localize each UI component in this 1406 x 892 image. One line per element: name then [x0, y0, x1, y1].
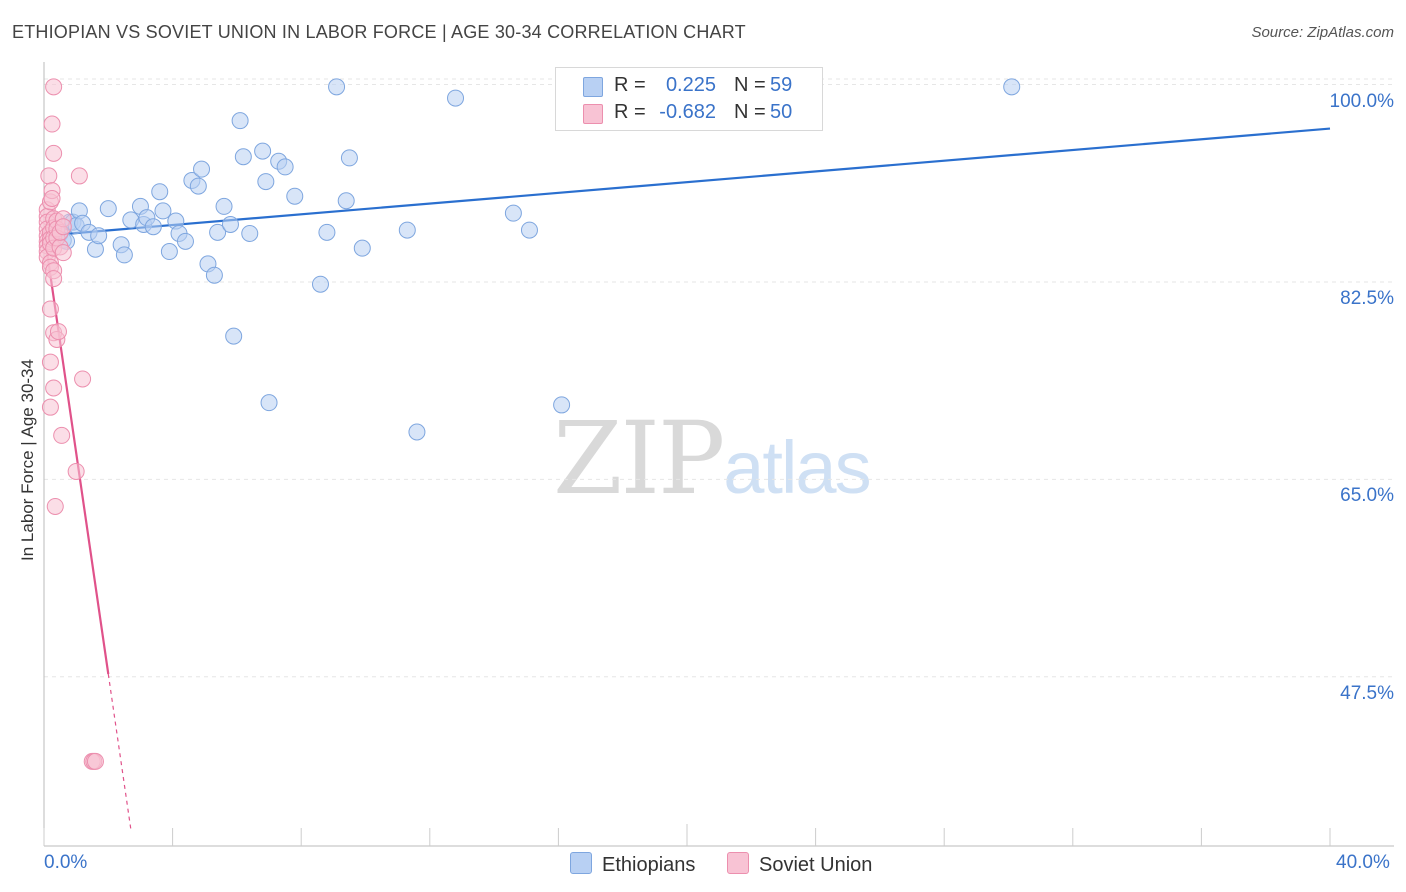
ethiopians-point	[447, 89, 465, 107]
ethiopians-point	[151, 183, 169, 201]
ethiopians-point	[193, 160, 211, 178]
trend-lines	[42, 127, 1331, 830]
soviet-union-swatch	[583, 104, 603, 124]
legend-label: Ethiopians	[602, 854, 696, 876]
soviet-union-point	[46, 497, 64, 515]
n-value: 59	[770, 74, 793, 96]
ethiopians-point	[553, 396, 571, 414]
n-label: N =	[734, 74, 766, 96]
ethiopians-point	[241, 224, 259, 242]
ethiopians-point	[276, 158, 294, 176]
ethiopians-point	[215, 197, 233, 215]
grid-lines	[44, 78, 1394, 678]
soviet-union-point	[53, 426, 71, 444]
soviet-union-point	[67, 462, 85, 480]
soviet-union-point	[74, 370, 92, 388]
soviet-union-point	[45, 144, 63, 162]
r-value: -0.682	[659, 101, 716, 123]
ethiopians-point	[160, 243, 178, 261]
ethiopians-point	[176, 232, 194, 250]
ethiopians-point	[398, 221, 416, 239]
ethiopians-point	[115, 246, 133, 264]
soviet-union-point	[41, 300, 59, 318]
n-value: 50	[770, 101, 793, 123]
ethiopians-point	[520, 221, 538, 239]
soviet-union-point	[45, 379, 63, 397]
ethiopians-point	[231, 112, 249, 130]
ethiopians-point	[318, 223, 336, 241]
ethiopians-point	[257, 173, 275, 191]
y-tick-label: 47.5%	[1340, 682, 1394, 704]
soviet-union-point	[70, 167, 88, 185]
x-tick-label-max: 40.0%	[1336, 852, 1390, 873]
chart-title: ETHIOPIAN VS SOVIET UNION IN LABOR FORCE…	[12, 22, 746, 42]
trend-line	[42, 231, 110, 675]
ethiopians-point	[254, 142, 272, 160]
soviet-union-legend-swatch	[727, 852, 749, 874]
ethiopians-point	[1003, 78, 1021, 96]
soviet-union-point	[41, 353, 59, 371]
n-label: N =	[734, 101, 766, 123]
source-label: Source: ZipAtlas.com	[1251, 24, 1394, 41]
ethiopians-swatch	[583, 77, 603, 97]
soviet-union-point	[54, 218, 72, 236]
x-tick-label-min: 0.0%	[44, 852, 88, 873]
soviet-union-point	[54, 244, 72, 262]
ethiopians-point	[205, 266, 223, 284]
ethiopians-legend-swatch	[570, 852, 592, 874]
soviet-union-point	[43, 189, 61, 207]
soviet-union-point	[45, 78, 63, 96]
ethiopians-point	[225, 327, 243, 345]
r-label: R =	[614, 74, 646, 96]
soviet-union-point	[41, 398, 59, 416]
ethiopians-point	[189, 177, 207, 195]
ethiopians-point	[286, 187, 304, 205]
legend-item-ethiopians[interactable]: Ethiopians	[570, 852, 695, 877]
stats-row-soviet-union: R = -0.682 N = 50	[556, 101, 822, 127]
watermark-atlas: atlas	[723, 426, 871, 509]
soviet-union-point	[86, 752, 104, 770]
soviet-union-point	[43, 115, 61, 133]
legend-item-soviet-union[interactable]: Soviet Union	[727, 852, 872, 877]
ethiopians-point	[311, 275, 329, 293]
soviet-union-point	[45, 270, 63, 288]
ethiopians-point	[209, 223, 227, 241]
watermark: ZIPatlas	[553, 400, 872, 517]
ethiopians-point	[353, 239, 371, 257]
soviet-union-point	[40, 167, 58, 185]
ethiopians-point	[221, 215, 239, 233]
y-tick-label: 100.0%	[1329, 90, 1394, 112]
trend-line-extension	[107, 673, 132, 830]
ethiopians-point	[234, 148, 252, 166]
ethiopians-point	[340, 149, 358, 167]
y-axis-label: In Labor Force | Age 30-34	[18, 359, 37, 561]
ethiopians-point	[337, 192, 355, 210]
y-tick-label: 82.5%	[1340, 287, 1394, 309]
ethiopians-point	[260, 394, 278, 412]
ethiopians-point	[154, 202, 172, 220]
r-label: R =	[614, 101, 646, 123]
r-value: 0.225	[665, 74, 716, 96]
soviet-union-point	[49, 323, 67, 341]
stats-row-ethiopians: R = 0.225 N = 59	[556, 74, 822, 100]
legend-label: Soviet Union	[759, 854, 873, 876]
y-tick-label: 65.0%	[1340, 485, 1394, 507]
ethiopians-point	[328, 78, 346, 96]
ethiopians-point	[90, 227, 108, 245]
ethiopians-point	[99, 200, 117, 218]
data-points	[38, 78, 1021, 770]
ethiopians-point	[408, 423, 426, 441]
ethiopians-point	[504, 204, 522, 222]
trend-line	[43, 127, 1331, 237]
watermark-zip: ZIP	[553, 400, 725, 517]
ethiopians-point	[144, 218, 162, 236]
stats-box: R = 0.225 N = 59 R = -0.682 N = 50	[555, 67, 823, 131]
